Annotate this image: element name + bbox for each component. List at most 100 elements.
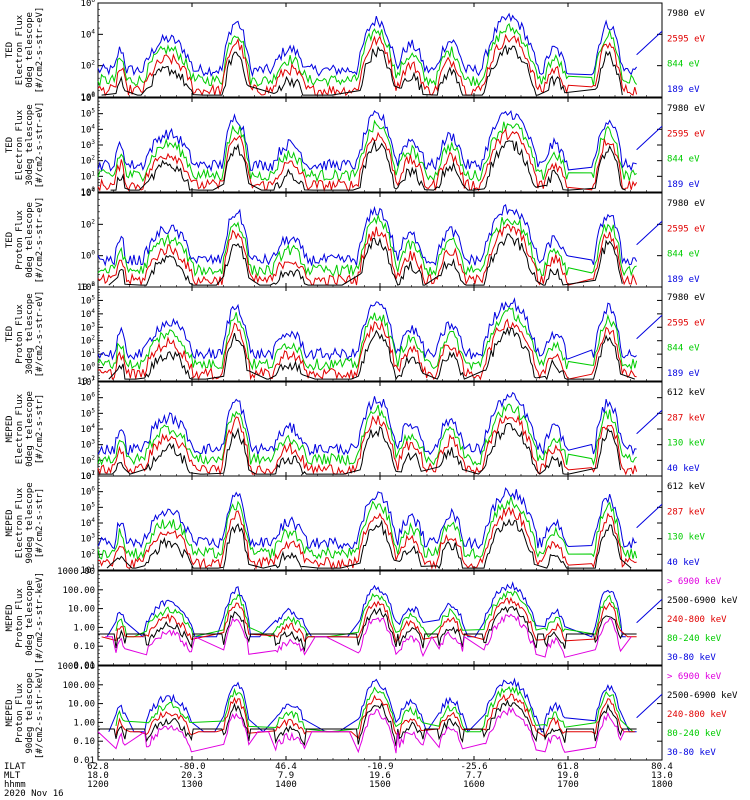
series-trace (97, 391, 637, 457)
y-axis-label-line: Proton Flux (15, 304, 25, 364)
series-trace (97, 487, 637, 550)
y-tick-label: 105 (81, 294, 96, 306)
y-tick-label: 0.01 (73, 756, 95, 766)
y-tick-label: 106 (81, 486, 96, 498)
series-trace (98, 423, 621, 476)
x-tick-label: 18.0 (87, 771, 109, 781)
legend-entry: 7980 eV (667, 9, 706, 19)
series-tail (636, 220, 663, 246)
series-trace (115, 590, 621, 638)
series-trace (97, 12, 638, 78)
y-tick-label: 104 (81, 423, 96, 435)
y-tick-label: 101 (81, 170, 96, 182)
y-axis-label-line: Electron Flux (15, 393, 25, 464)
y-tick-label: 106 (81, 392, 96, 404)
y-axis-label-line: [#/cm2-s-str-eV] (35, 7, 45, 94)
series-trace (97, 119, 637, 183)
legend-entry: 2595 eV (667, 129, 706, 139)
y-tick-label: 100 (81, 250, 96, 262)
series-trace (98, 699, 637, 747)
y-tick-label: 103 (81, 139, 96, 151)
y-axis-label-line: Electron Flux (15, 14, 25, 85)
date-label: 2020 Nov 16 (4, 789, 64, 799)
y-tick-label: 104 (81, 123, 96, 135)
x-tick-label: 1500 (369, 780, 391, 790)
legend-entry: 287 keV (667, 413, 706, 423)
legend-entry: 7980 eV (667, 104, 706, 114)
x-tick-label: 1700 (557, 780, 579, 790)
y-axis-label-line: [#/cm2-s-str] (35, 488, 45, 558)
x-tick-label: 1300 (181, 780, 203, 790)
series-tail (636, 125, 663, 151)
legend-entry: > 6900 keV (667, 577, 722, 587)
y-tick-label: 103 (81, 321, 96, 333)
y-axis-label-line: Proton Flux (15, 683, 25, 743)
y-tick-label: 100.00 (62, 586, 95, 596)
legend-entry: 2500-6900 keV (667, 596, 738, 606)
y-axis-label-line: 30deg telescope (25, 104, 35, 185)
x-row-label: ILAT (4, 762, 26, 772)
legend-entry: 189 eV (667, 369, 700, 379)
y-tick-label: 102 (81, 454, 96, 466)
series-trace (97, 496, 638, 561)
y-tick-label: 106 (81, 0, 96, 9)
x-axis-group: ILAT 62.8 -80.0 46.4 -10.9 -25.6 61.8 80.4 MLT 18… (4, 762, 673, 799)
legend-entry: 80-240 keV (667, 634, 722, 644)
y-tick-label: 102 (81, 335, 96, 347)
y-tick-label: 107 (81, 376, 96, 388)
legend-entry: 130 keV (667, 439, 706, 449)
y-tick-label: 0.01 (73, 661, 95, 671)
legend-entry: 844 eV (667, 344, 700, 354)
x-tick-label: 19.6 (369, 771, 391, 781)
series-trace (108, 677, 637, 733)
x-tick-label: 1400 (275, 780, 297, 790)
legend-entry: 2595 eV (667, 34, 706, 44)
legend-entry: 844 eV (667, 60, 700, 70)
legend-entry: 240-800 keV (667, 615, 727, 625)
x-tick-label: 62.8 (87, 762, 109, 772)
legend-entry: 189 eV (667, 85, 700, 95)
x-tick-label: 1200 (87, 780, 109, 790)
series-trace (97, 110, 637, 173)
y-tick-label: 10.00 (68, 700, 95, 710)
panel-frame (97, 570, 663, 666)
series-trace (97, 33, 638, 97)
series-trace (97, 213, 637, 277)
legend-entry: 189 eV (667, 275, 700, 285)
y-tick-label: 106 (81, 281, 96, 293)
legend-entry: 130 keV (667, 533, 706, 543)
legend-entry: 2595 eV (667, 318, 706, 328)
y-axis-label-line: MEPED (5, 699, 15, 726)
y-tick-label: 104 (81, 28, 96, 40)
x-row-label: hhmm (4, 780, 26, 790)
series-trace (105, 613, 632, 658)
series-trace (97, 706, 626, 754)
series-trace (97, 506, 637, 570)
panel-frame (97, 665, 663, 761)
y-axis-label-line: [#/cm2-s-str] (35, 394, 45, 464)
y-tick-label: 10.00 (68, 605, 95, 615)
legend-entry: 80-240 keV (667, 729, 722, 739)
panel-8: 0.01 0.10 1.00 10.00 100.00 1000.00 MEPED Proto… (5, 662, 738, 766)
legend-entry: 40 keV (667, 558, 700, 568)
y-axis-label-line: MEPED (5, 509, 15, 536)
y-axis-label-line: 0deg telescope (25, 202, 35, 278)
x-tick-label: 46.4 (275, 762, 297, 772)
series-trace (108, 233, 623, 286)
x-tick-label: 7.9 (278, 771, 294, 781)
legend-entry: 612 keV (667, 388, 706, 398)
y-axis-label-line: Proton Flux (15, 588, 25, 648)
x-tick-label: -25.6 (460, 762, 487, 772)
series-trace (97, 414, 638, 477)
legend-entry: 2595 eV (667, 224, 706, 234)
series-trace (110, 139, 626, 191)
y-tick-label: 104 (81, 517, 96, 529)
series-trace (97, 307, 638, 372)
series-trace (97, 223, 638, 286)
series-tail (636, 409, 663, 435)
panel-7: 0.01 0.10 1.00 10.00 100.00 1000.00 MEPED Proto… (5, 567, 738, 671)
y-axis-label-line: [#/cm2-s-str-keV] (35, 667, 45, 759)
